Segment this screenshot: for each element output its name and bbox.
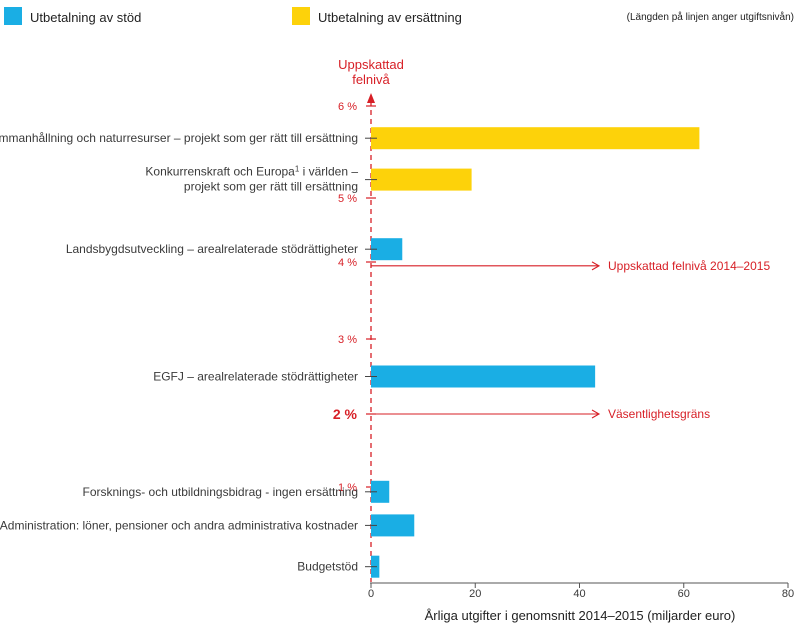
x-tick-label: 60	[678, 588, 690, 600]
x-tick-label: 40	[573, 588, 585, 600]
bar-stod	[371, 514, 415, 537]
bar-label: Administration: löner, pensioner och and…	[0, 518, 358, 532]
bar-label-part: i världen –	[299, 165, 358, 179]
bar-label-superscript: 1	[295, 164, 300, 173]
error-tick-label: 6 %	[338, 101, 357, 113]
error-axis-arrow	[367, 93, 375, 103]
x-axis-title: Årliga utgifter i genomsnitt 2014–2015 (…	[425, 608, 736, 623]
bar-label: Forsknings- och utbildningsbidrag - inge…	[83, 485, 359, 499]
bar-ersattning	[371, 127, 700, 150]
legend-label-ersattning: Utbetalning av ersättning	[318, 10, 462, 25]
bar-label: Sammanhållning och naturresurser – proje…	[0, 131, 358, 145]
x-axis-ticks: 0 20 40 60 80	[368, 583, 794, 600]
reference-line-arrow	[591, 261, 601, 271]
error-axis-title-line2: felnivå	[352, 72, 390, 87]
error-tick-label: 5 %	[338, 193, 357, 205]
bar-stod	[371, 238, 403, 261]
bar-label-part: Konkurrenskraft och Europa	[145, 165, 295, 179]
bar-label: Konkurrenskraft och Europa1 i världen –	[145, 164, 358, 179]
bar-labels: Sammanhållning och naturresurser – proje…	[0, 131, 358, 573]
error-axis-ticks: 6 % 5 % 4 % 3 % 2 % 1 %	[333, 101, 376, 494]
x-tick-label: 80	[782, 588, 794, 600]
error-axis-title-line1: Uppskattad	[338, 57, 404, 72]
bars	[365, 127, 700, 578]
bar-label-line2: projekt som ger rätt till ersättning	[184, 180, 358, 194]
error-tick-label: 1 %	[338, 482, 357, 494]
bar-stod	[371, 480, 390, 503]
bar-stod	[371, 365, 596, 388]
bar-label: EGFJ – arealrelaterade stödrättigheter	[153, 370, 358, 384]
x-tick-label: 0	[368, 588, 374, 600]
legend-label-stod: Utbetalning av stöd	[30, 10, 141, 25]
legend-note: (Längden på linjen anger utgiftsnivån)	[627, 11, 794, 23]
error-tick-label: 4 %	[338, 257, 357, 269]
bar-ersattning	[371, 168, 472, 191]
bar-label: Landsbygdsutveckling – arealrelaterade s…	[66, 242, 358, 256]
error-tick-label: 2 %	[333, 406, 358, 422]
error-tick-label: 3 %	[338, 334, 357, 346]
bar-label: Budgetstöd	[297, 560, 358, 574]
legend-swatch-ersattning	[292, 7, 310, 25]
reference-line-arrow	[591, 409, 601, 419]
x-tick-label: 20	[469, 588, 481, 600]
reference-line-label: Uppskattad felnivå 2014–2015	[608, 259, 770, 273]
reference-line-label: Väsentlighetsgräns	[608, 407, 710, 421]
legend: Utbetalning av stöd Utbetalning av ersät…	[4, 7, 794, 25]
reference-lines: Uppskattad felnivå 2014–2015 Väsentlighet…	[371, 259, 770, 421]
legend-swatch-stod	[4, 7, 22, 25]
